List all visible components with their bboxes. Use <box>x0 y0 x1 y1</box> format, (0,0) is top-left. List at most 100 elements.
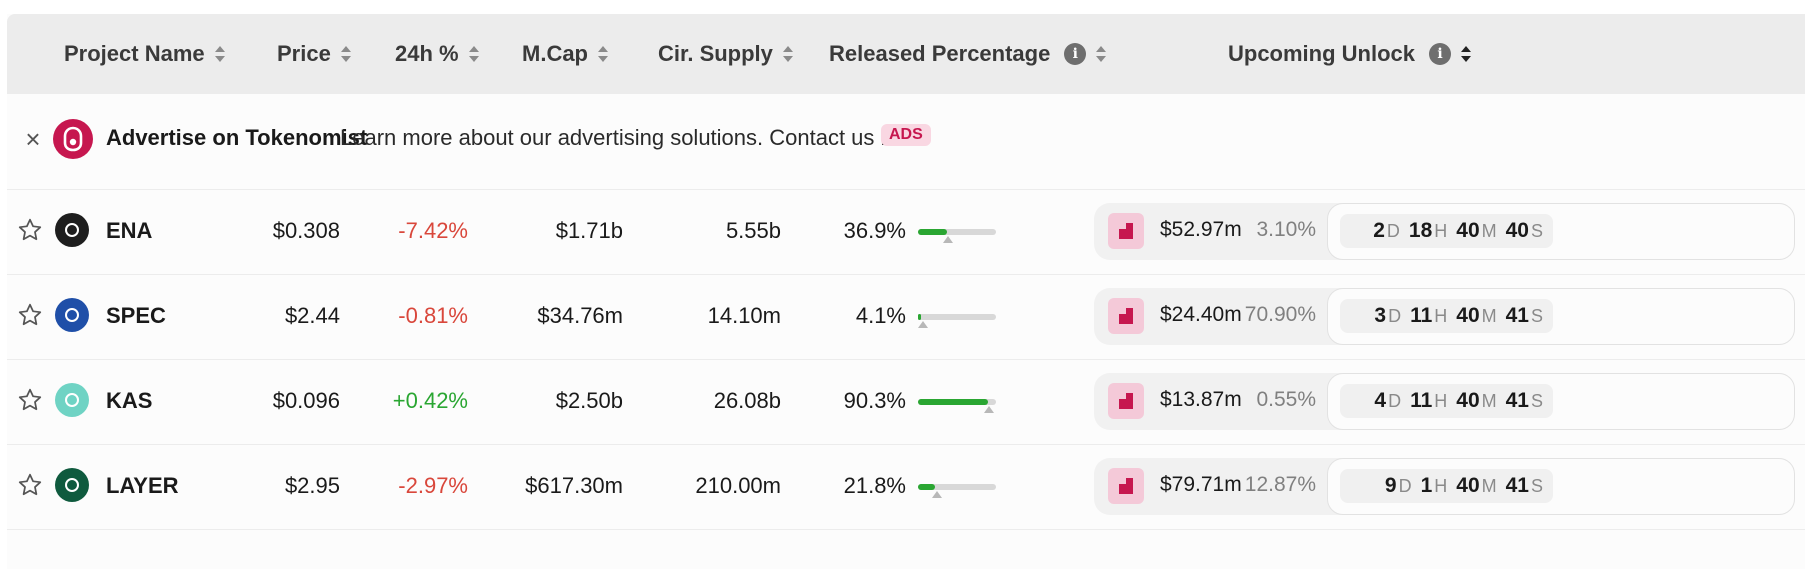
hours-unit: H <box>1434 305 1448 326</box>
countdown-days: 9 <box>1384 474 1397 497</box>
released-percentage-value: 4.1% <box>855 303 906 328</box>
unlock-value: $52.97m <box>1160 218 1242 241</box>
unlock-marker-icon <box>983 406 994 413</box>
seconds-unit: S <box>1530 305 1543 326</box>
change-value: +0.42% <box>392 388 468 413</box>
close-icon[interactable]: × <box>25 124 41 154</box>
unlock-type-icon <box>1108 213 1144 249</box>
favorite-star-icon[interactable] <box>17 302 43 328</box>
released-progress-fill <box>918 229 947 235</box>
header-label: Cir. Supply <box>658 41 773 66</box>
price-value: $0.308 <box>272 218 340 243</box>
spec-icon <box>55 298 89 332</box>
project-name[interactable]: LAYER <box>106 473 179 498</box>
favorite-star-icon[interactable] <box>17 217 43 243</box>
favorite-star-icon[interactable] <box>17 387 43 413</box>
countdown-minutes: 40 <box>1456 219 1480 242</box>
unlock-type-icon <box>1108 383 1144 419</box>
circulating-supply-value: 26.08b <box>713 388 781 413</box>
days-unit: D <box>1398 475 1412 496</box>
unlock-percentage: 0.55% <box>1256 388 1316 411</box>
hours-unit: H <box>1434 475 1448 496</box>
header-label: Project Name <box>64 41 205 66</box>
countdown-hours: 11 <box>1410 304 1433 327</box>
header-label: Upcoming Unlock <box>1228 41 1416 66</box>
header-price[interactable]: Price <box>277 14 351 94</box>
info-icon[interactable]: i <box>1064 43 1087 65</box>
countdown-minutes: 40 <box>1456 389 1480 412</box>
sort-icon[interactable] <box>214 44 225 64</box>
days-unit: D <box>1388 305 1402 326</box>
change-value: -2.97% <box>398 473 468 498</box>
ad-title[interactable]: Advertise on Tokenomist <box>106 125 368 150</box>
seconds-unit: S <box>1530 475 1543 496</box>
table-row[interactable]: SPEC $2.44 -0.81% $34.76m 14.10m 4.1% $2… <box>7 274 1805 360</box>
header-upcoming-unlock[interactable]: Upcoming Unlock i <box>1228 14 1472 94</box>
countdown-seconds: 41 <box>1505 389 1529 412</box>
advertisement-row: × Advertise on Tokenomist Learn more abo… <box>7 94 1805 190</box>
sort-icon[interactable] <box>340 44 351 64</box>
market-cap-value: $34.76m <box>537 303 623 328</box>
info-icon[interactable]: i <box>1429 43 1452 65</box>
days-unit: D <box>1388 390 1402 411</box>
sort-icon[interactable] <box>468 44 479 64</box>
table-header: Project Name Price 24h % M.Cap Cir. Supp… <box>7 14 1805 94</box>
unlock-percentage: 3.10% <box>1256 218 1316 241</box>
header-market-cap[interactable]: M.Cap <box>522 14 608 94</box>
sort-icon[interactable] <box>1096 44 1107 64</box>
unlock-value: $24.40m <box>1160 303 1242 326</box>
header-project-name[interactable]: Project Name <box>64 14 225 94</box>
header-released-percentage[interactable]: Released Percentage i <box>829 14 1107 94</box>
header-label: 24h % <box>395 41 459 66</box>
released-progress-bar <box>918 229 996 243</box>
market-cap-value: $2.50b <box>555 388 623 413</box>
released-percentage-value: 21.8% <box>843 473 906 498</box>
project-name[interactable]: SPEC <box>106 303 166 328</box>
released-progress-fill <box>918 314 922 320</box>
released-percentage-value: 90.3% <box>843 388 906 413</box>
favorite-star-icon[interactable] <box>17 472 43 498</box>
released-progress-bar <box>918 399 996 413</box>
released-progress-bar <box>918 484 996 498</box>
header-label: Price <box>277 41 331 66</box>
countdown-minutes: 40 <box>1456 474 1480 497</box>
ad-text[interactable]: Learn more about our advertising solutio… <box>340 125 927 150</box>
table-row[interactable]: ENA $0.308 -7.42% $1.71b 5.55b 36.9% $52… <box>7 189 1805 275</box>
sort-icon[interactable] <box>782 44 793 64</box>
header-circulating-supply[interactable]: Cir. Supply <box>658 14 793 94</box>
price-value: $0.096 <box>272 388 340 413</box>
sort-icon[interactable] <box>1461 44 1472 64</box>
unlock-marker-icon <box>931 491 942 498</box>
circulating-supply-value: 5.55b <box>725 218 781 243</box>
unlock-percentage: 12.87% <box>1244 473 1316 496</box>
unlock-percentage: 70.90% <box>1244 303 1316 326</box>
table-row[interactable]: KAS $0.096 +0.42% $2.50b 26.08b 90.3% $1… <box>7 359 1805 445</box>
header-24h-change[interactable]: 24h % <box>395 14 479 94</box>
project-name[interactable]: KAS <box>106 388 153 413</box>
ads-badge: ADS <box>881 124 931 146</box>
minutes-unit: M <box>1481 305 1497 326</box>
table-row[interactable]: LAYER $2.95 -2.97% $617.30m 210.00m 21.8… <box>7 444 1805 530</box>
header-label: M.Cap <box>522 41 588 66</box>
countdown-seconds: 41 <box>1505 474 1529 497</box>
unlock-type-icon <box>1108 468 1144 504</box>
circulating-supply-value: 14.10m <box>707 303 781 328</box>
countdown-days: 2 <box>1373 219 1385 242</box>
minutes-unit: M <box>1481 390 1497 411</box>
countdown-minutes: 40 <box>1456 304 1480 327</box>
sort-icon[interactable] <box>598 44 608 64</box>
countdown-hours: 11 <box>1410 389 1433 412</box>
kas-icon <box>55 383 89 417</box>
minutes-unit: M <box>1481 220 1497 241</box>
project-name[interactable]: ENA <box>106 218 153 243</box>
unlock-marker-icon <box>917 321 928 328</box>
